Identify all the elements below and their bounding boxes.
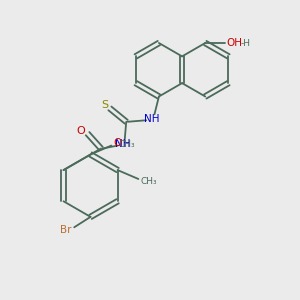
- Text: CH₃: CH₃: [140, 177, 157, 186]
- Text: CH₃: CH₃: [118, 140, 135, 148]
- Text: O: O: [114, 138, 122, 148]
- Text: S: S: [101, 100, 108, 110]
- Text: -H: -H: [240, 38, 250, 47]
- Text: NH: NH: [144, 114, 159, 124]
- Text: OH: OH: [226, 38, 242, 48]
- Text: NH: NH: [116, 139, 131, 149]
- Text: O: O: [77, 126, 85, 136]
- Text: Br: Br: [59, 225, 71, 235]
